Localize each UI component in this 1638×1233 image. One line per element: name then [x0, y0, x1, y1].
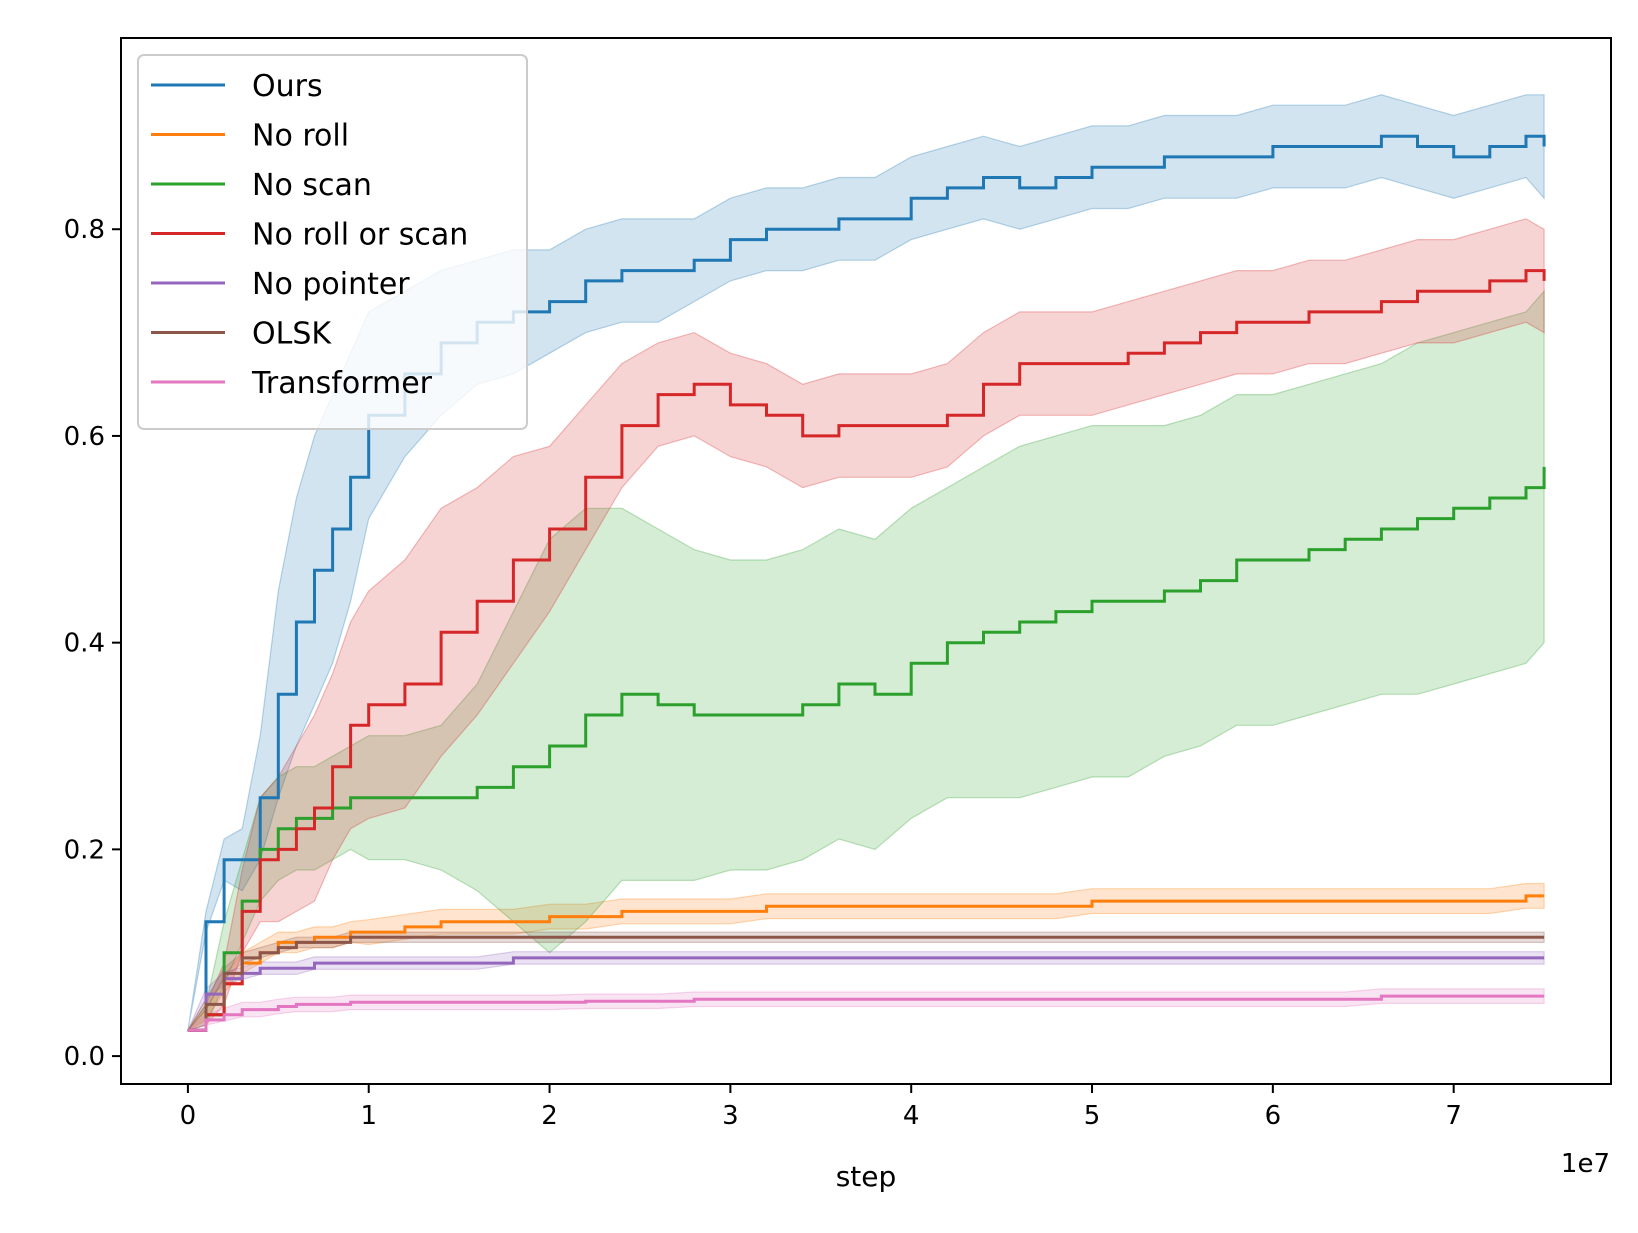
- x-tick-label: 3: [722, 1101, 739, 1131]
- y-axis: 0.0 0.2 0.4 0.6 0.8: [64, 215, 121, 1072]
- x-tick-label: 2: [541, 1101, 558, 1131]
- x-axis: 0 1 2 3 4 5 6 7: [180, 1084, 1462, 1131]
- line-olsk: [187, 935, 1545, 1032]
- x-tick-label: 7: [1445, 1101, 1462, 1131]
- line-ours: [187, 134, 1546, 1032]
- legend-box: [137, 54, 528, 430]
- x-tick-label: 0: [180, 1101, 197, 1131]
- line-no-roll-or-scan: [187, 269, 1546, 1032]
- legend-label-olsk: OLSK: [252, 317, 332, 352]
- y-tick-label: 0.2: [64, 835, 105, 865]
- legend-label-no-roll: No roll: [252, 119, 349, 154]
- x-axis-label: step: [836, 1160, 897, 1193]
- legend-label-transformer: Transformer: [251, 366, 433, 401]
- legend-label-no-scan: No scan: [252, 168, 372, 203]
- y-tick-label: 0.4: [64, 629, 105, 659]
- plot-frame: [120, 37, 1612, 1085]
- x-tick-label: 6: [1265, 1101, 1282, 1131]
- x-tick-label: 5: [1084, 1101, 1101, 1131]
- line-transformer: [187, 994, 1545, 1032]
- legend-label-no-pointer: No pointer: [252, 267, 410, 302]
- y-tick-label: 0.0: [64, 1042, 105, 1072]
- legend-label-no-roll-or-scan: No roll or scan: [252, 218, 468, 253]
- y-tick-label: 0.6: [64, 422, 105, 452]
- x-axis-offset-label: 1e7: [1561, 1149, 1610, 1179]
- x-tick-label: 4: [903, 1101, 920, 1131]
- x-tick-label: 1: [360, 1101, 377, 1131]
- line-no-pointer: [187, 956, 1545, 1032]
- y-tick-label: 0.8: [64, 215, 105, 245]
- series-lines: [187, 134, 1546, 1032]
- legend: Ours No roll No scan No roll or scan No poin…: [137, 54, 528, 430]
- legend-label-ours: Ours: [252, 69, 323, 104]
